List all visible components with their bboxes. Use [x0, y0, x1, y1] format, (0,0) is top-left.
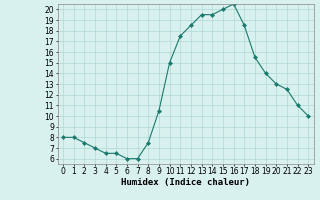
X-axis label: Humidex (Indice chaleur): Humidex (Indice chaleur): [121, 178, 250, 187]
